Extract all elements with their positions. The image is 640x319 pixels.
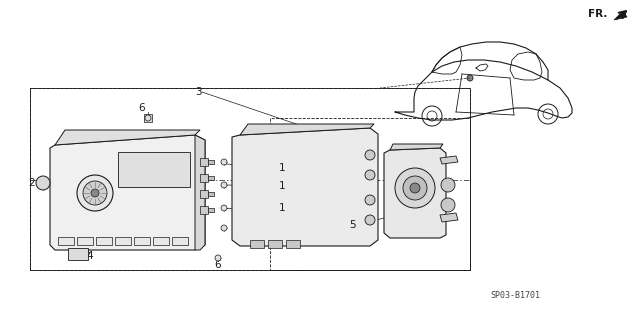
Polygon shape: [286, 240, 300, 248]
Polygon shape: [390, 144, 443, 150]
Polygon shape: [208, 160, 214, 164]
Polygon shape: [614, 11, 627, 20]
Polygon shape: [208, 192, 214, 196]
Circle shape: [395, 168, 435, 208]
Bar: [270, 118, 470, 270]
Polygon shape: [384, 148, 446, 238]
Polygon shape: [195, 135, 205, 250]
Polygon shape: [200, 158, 208, 166]
Circle shape: [365, 150, 375, 160]
Polygon shape: [208, 208, 214, 212]
Circle shape: [365, 170, 375, 180]
Bar: [153, 237, 169, 245]
Bar: [58, 237, 74, 245]
Circle shape: [145, 115, 151, 121]
Text: 4: 4: [86, 251, 93, 261]
Circle shape: [221, 225, 227, 231]
Circle shape: [410, 183, 420, 193]
Polygon shape: [208, 176, 214, 180]
Polygon shape: [200, 190, 208, 198]
Text: 6: 6: [214, 260, 221, 270]
Text: FR.: FR.: [588, 9, 607, 19]
Polygon shape: [50, 135, 205, 250]
Text: 1: 1: [278, 203, 285, 213]
Polygon shape: [250, 240, 264, 248]
Polygon shape: [232, 128, 378, 246]
Circle shape: [441, 178, 455, 192]
Text: 1: 1: [278, 163, 285, 173]
Circle shape: [221, 205, 227, 211]
Bar: [30, 88, 470, 270]
Circle shape: [83, 181, 107, 205]
Bar: [115, 237, 131, 245]
Polygon shape: [268, 240, 282, 248]
Polygon shape: [440, 213, 458, 222]
Bar: [68, 248, 88, 260]
Circle shape: [91, 189, 99, 197]
Text: 5: 5: [349, 220, 355, 230]
Polygon shape: [200, 174, 208, 182]
Bar: [30, 88, 470, 270]
Text: 1: 1: [278, 181, 285, 191]
Polygon shape: [55, 130, 200, 145]
Circle shape: [221, 182, 227, 188]
Circle shape: [441, 198, 455, 212]
Bar: [118, 152, 190, 187]
Circle shape: [36, 176, 50, 190]
Bar: [134, 237, 150, 245]
Circle shape: [221, 159, 227, 165]
Circle shape: [403, 176, 427, 200]
Text: 3: 3: [195, 87, 202, 97]
Text: 6: 6: [139, 103, 145, 113]
Circle shape: [77, 175, 113, 211]
Bar: [77, 237, 93, 245]
Text: 2: 2: [29, 178, 35, 188]
Bar: [96, 237, 112, 245]
Polygon shape: [144, 114, 152, 122]
Circle shape: [467, 75, 473, 81]
Circle shape: [215, 255, 221, 261]
Polygon shape: [240, 124, 374, 135]
Polygon shape: [200, 206, 208, 214]
Polygon shape: [440, 156, 458, 164]
Circle shape: [365, 215, 375, 225]
Bar: [172, 237, 188, 245]
Text: SP03-B1701: SP03-B1701: [490, 292, 540, 300]
Circle shape: [365, 195, 375, 205]
